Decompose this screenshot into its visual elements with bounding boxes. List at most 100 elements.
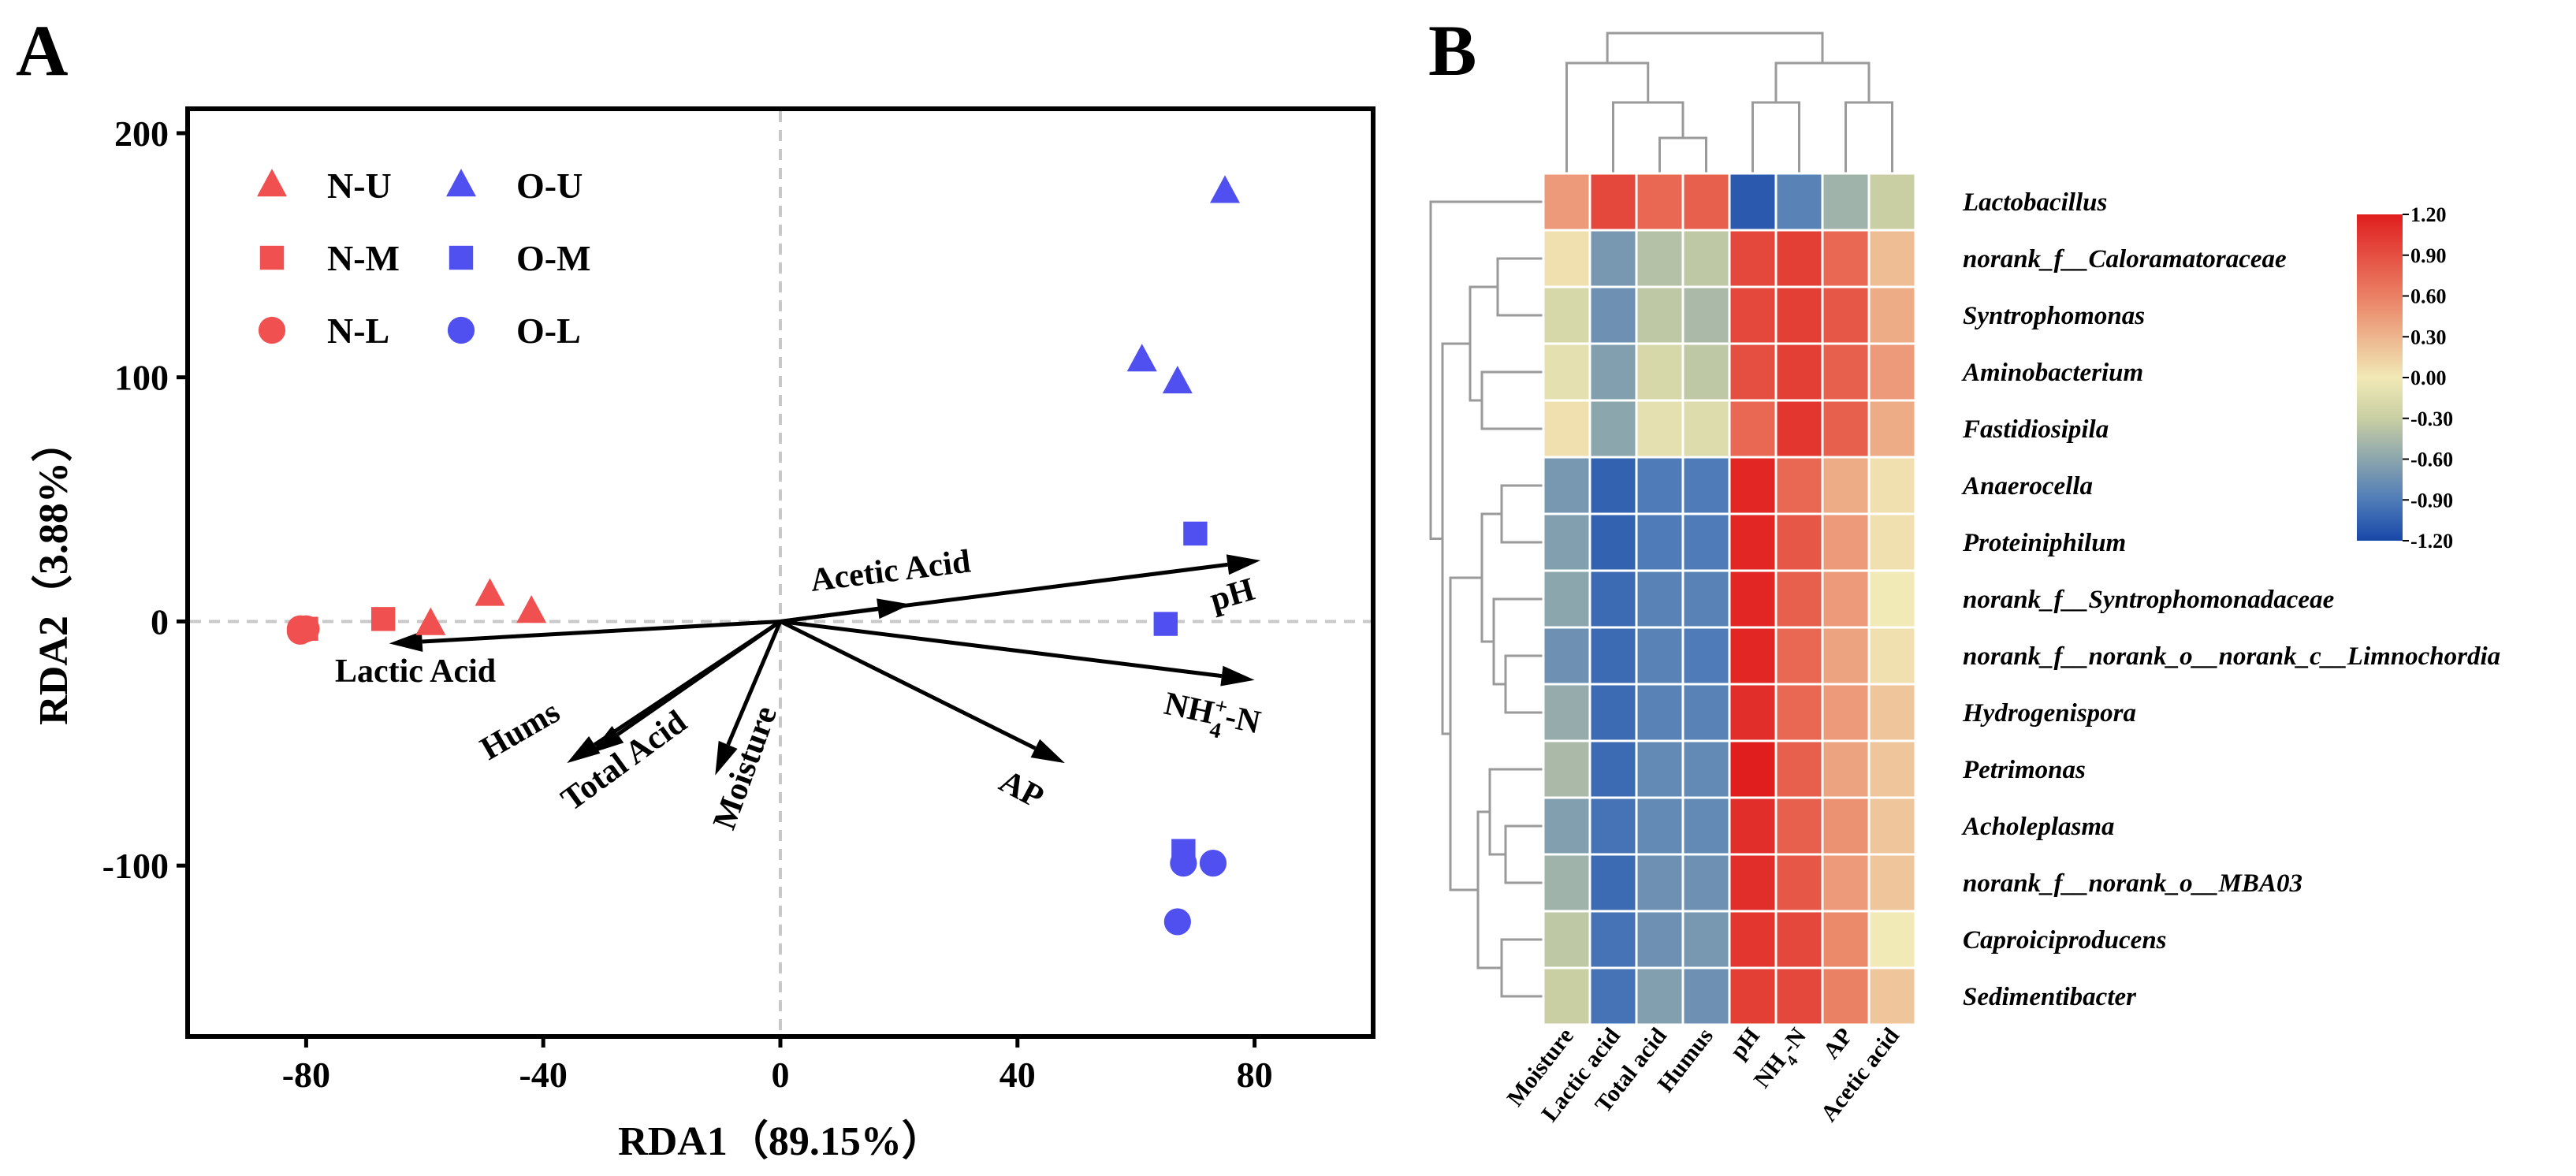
heat-cell [1867, 512, 1917, 572]
legend: N-U O-U N-M O-M N-L O-L [257, 166, 591, 351]
heat-cell [1821, 626, 1871, 686]
heat-cell [1542, 853, 1591, 913]
point-o-l [1199, 849, 1227, 877]
heat-cell [1728, 229, 1778, 288]
y-tick-label: -100 [102, 846, 169, 886]
colorbar-tick-label: -0.60 [2410, 448, 2453, 471]
vector-ap [779, 620, 1037, 750]
y-axis-title: RDA2（3.88%） [31, 421, 76, 725]
vector-moisture [726, 620, 783, 746]
heat-cell [1635, 910, 1684, 969]
heat-cell [1774, 172, 1824, 232]
vector-label-nh4n: NH4+-N [1159, 683, 1264, 750]
colorbar-tick-label: 1.20 [2410, 203, 2447, 226]
x-tick-label: -80 [282, 1055, 330, 1095]
point-o-l [1163, 908, 1191, 936]
row-label: Fastidiosipila [1962, 415, 2109, 444]
y-tick-label: 0 [151, 601, 169, 642]
heat-cell [1867, 910, 1917, 969]
heat-cell [1635, 683, 1684, 742]
heat-cell [1681, 966, 1731, 1026]
heat-cell [1867, 966, 1917, 1026]
heat-cell [1542, 796, 1591, 856]
heat-cell [1774, 796, 1824, 856]
heat-cell [1728, 399, 1778, 459]
vector-ph [780, 562, 1228, 623]
vector-label-ph: pH [1206, 571, 1259, 619]
x-axis-title: RDA1（89.15%） [618, 1118, 943, 1164]
heat-cell [1867, 683, 1917, 742]
heat-cell [1774, 399, 1824, 459]
heat-cell [1542, 229, 1591, 288]
heat-cell [1728, 285, 1778, 345]
heat-cell [1821, 569, 1871, 629]
heat-cell [1635, 853, 1684, 913]
column-label: NH4-N [1749, 1023, 1818, 1097]
vector-arrowhead [1226, 554, 1261, 575]
point-n-u [475, 578, 505, 606]
heat-cell [1588, 172, 1638, 232]
x-tick-label: 0 [772, 1055, 790, 1095]
row-label: Syntrophomonas [1963, 302, 2145, 330]
rda-biplot: -80 -40 0 40 80 -100 0 100 200 N-U O-U N-M O-M N-L O-… [31, 106, 1375, 1164]
row-label: Hydrogenispora [1962, 699, 2136, 728]
nh4-sup: + [1212, 693, 1230, 720]
row-label: Sedimentibacter [1963, 983, 2137, 1011]
heat-cell [1542, 569, 1591, 629]
legend-marker-n-m [259, 245, 285, 270]
row-label: Proteiniphilum [1962, 529, 2126, 557]
heat-cell [1774, 739, 1824, 799]
heat-cell [1588, 796, 1638, 856]
heat-cell [1774, 966, 1824, 1026]
heat-cell [1867, 456, 1917, 515]
heat-cell [1681, 626, 1731, 686]
y-tick-label: 200 [114, 114, 169, 154]
sample-points [286, 175, 1240, 936]
environment-vectors [389, 554, 1261, 776]
nh4-sub: 4 [1208, 717, 1223, 743]
heat-cell [1542, 399, 1591, 459]
heat-cell [1588, 739, 1638, 799]
point-n-m [370, 607, 396, 631]
heat-cell [1635, 739, 1684, 799]
heat-cell [1821, 512, 1871, 572]
vector-arrowhead [389, 631, 423, 652]
row-label: norank_f__Syntrophomonadaceae [1963, 586, 2334, 614]
vector-arrowhead [1030, 739, 1065, 764]
heat-cell [1542, 910, 1591, 969]
nh4-tail: -N [1222, 698, 1264, 741]
correlation-heatmap: Lactobacillus norank_f__Caloramatoraceae S… [1429, 32, 2500, 1126]
colorbar-tick-label: 0.90 [2410, 244, 2447, 267]
colorbar-tick-label: -0.90 [2410, 489, 2453, 512]
heat-cell [1542, 739, 1591, 799]
vector-arrowhead [567, 736, 601, 764]
x-tick-label: 40 [1000, 1055, 1036, 1095]
axis-ticks: -80 -40 0 40 80 -100 0 100 200 [102, 114, 1273, 1095]
point-o-l [1170, 849, 1197, 877]
heat-cell [1728, 569, 1778, 629]
row-label: Lactobacillus [1962, 188, 2107, 217]
heat-cell [1681, 910, 1731, 969]
row-label: norank_f__Caloramatoraceae [1963, 245, 2287, 274]
heat-cell [1681, 853, 1731, 913]
colorbar-tick-label: 0.00 [2410, 367, 2447, 389]
legend-marker-n-u [257, 169, 287, 197]
heat-cell [1867, 229, 1917, 288]
vector-label-ap: AP [993, 763, 1049, 816]
vector-label-lactic-acid: Lactic Acid [335, 653, 496, 690]
heat-cell [1588, 910, 1638, 969]
heat-cell [1588, 399, 1638, 459]
legend-label-n-l: N-L [327, 311, 389, 351]
vector-label-total-acid: Total Acid [555, 704, 694, 818]
point-n-l [286, 617, 314, 645]
vector-arrowhead [1220, 665, 1255, 687]
colorbar-tick-label: -0.30 [2410, 408, 2453, 430]
colorbar-tick-label: -1.20 [2410, 530, 2453, 553]
row-label: Aminobacterium [1961, 359, 2143, 387]
heat-cell [1867, 285, 1917, 345]
heat-cell [1588, 342, 1638, 402]
colorbar-tick-label: 0.30 [2410, 326, 2447, 348]
legend-marker-o-m [449, 245, 474, 270]
heat-cell [1635, 569, 1684, 629]
